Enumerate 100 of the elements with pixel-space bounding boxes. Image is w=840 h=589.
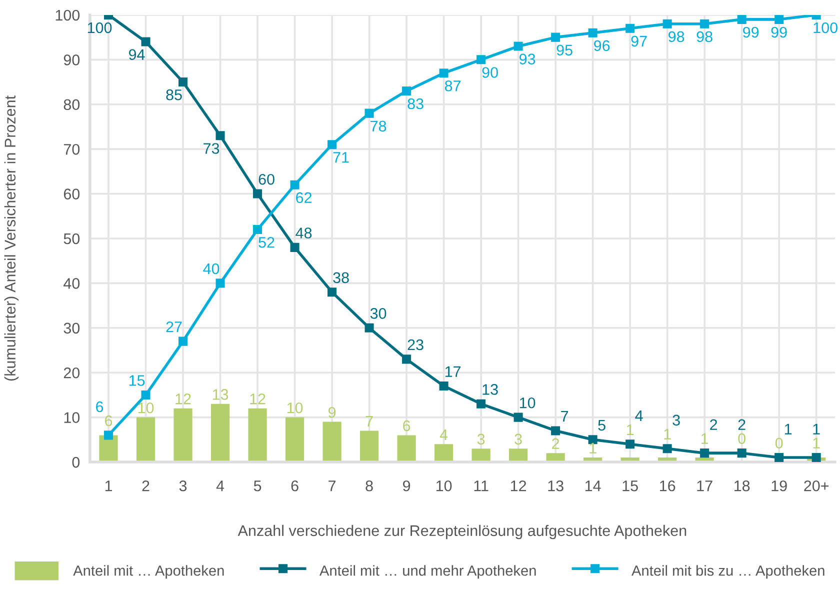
x-axis-title: Anzahl verschiedene zur Rezepteinlösung aufgesuchte Apotheken (238, 524, 686, 540)
data-label: 1 (813, 424, 820, 434)
data-label: 27 (166, 321, 182, 332)
data-label: 83 (408, 98, 424, 110)
point (700, 19, 710, 28)
data-label: 6 (105, 415, 112, 426)
x-tick-label: 7 (328, 480, 336, 492)
data-label: 1 (590, 442, 596, 454)
data-label: 1 (626, 424, 634, 435)
point (216, 278, 225, 288)
data-label: 17 (445, 366, 461, 377)
data-label: 62 (296, 192, 312, 204)
data-label: 52 (258, 236, 274, 248)
point (216, 131, 225, 140)
data-label: 12 (250, 394, 266, 404)
data-label: 6 (96, 401, 104, 412)
data-label: 1 (701, 433, 708, 444)
point (514, 412, 523, 422)
legend-label: Anteil mit … und mehr Apotheken (320, 565, 536, 579)
point (290, 180, 300, 190)
data-label: 98 (696, 31, 712, 42)
bar (360, 430, 379, 462)
y-tick-label: 20 (64, 367, 80, 378)
data-label: 1 (813, 438, 820, 448)
point (662, 444, 672, 454)
data-label: 1 (784, 424, 792, 434)
point (439, 68, 448, 78)
data-label: 87 (444, 80, 461, 92)
bar (174, 408, 192, 462)
data-label: 99 (743, 26, 759, 38)
point (737, 448, 746, 458)
bar (210, 404, 230, 462)
data-label: 93 (520, 54, 536, 64)
data-label: 95 (556, 44, 572, 56)
x-tick-label: 10 (436, 480, 452, 492)
y-tick-label: 70 (64, 144, 80, 155)
data-label: 98 (668, 31, 684, 42)
bar (322, 422, 342, 462)
x-tick-label: 3 (179, 480, 187, 492)
y-tick-label: 80 (64, 99, 80, 110)
y-tick-label: 50 (64, 233, 80, 244)
point (178, 336, 188, 346)
data-label: 10 (520, 397, 536, 408)
point (104, 430, 114, 440)
data-label: 2 (710, 419, 718, 430)
bar (285, 417, 304, 462)
y-tick-label: 40 (64, 278, 80, 289)
point (626, 24, 635, 33)
data-label: 3 (672, 414, 680, 426)
y-axis-title: (kumulierter) Anteil Versicherter in Prozent (4, 96, 19, 381)
data-label: 13 (482, 384, 498, 395)
data-label: 0 (775, 438, 783, 449)
data-label: 7 (366, 416, 373, 427)
x-tick-label: 9 (403, 480, 410, 492)
data-label: 9 (328, 406, 336, 418)
data-label: 3 (477, 434, 485, 445)
point (774, 453, 784, 462)
point (737, 14, 746, 24)
data-label: 71 (333, 152, 349, 163)
data-label: 40 (203, 263, 220, 274)
point (439, 382, 448, 391)
x-tick-label: 19 (772, 480, 787, 492)
point (402, 354, 412, 364)
point (364, 323, 374, 332)
point (551, 32, 560, 42)
point (626, 440, 635, 449)
x-tick-label: 18 (734, 480, 750, 492)
x-tick-label: 2 (142, 480, 150, 492)
x-tick-label: 5 (254, 480, 262, 492)
data-label: 2 (738, 419, 746, 430)
point (476, 55, 486, 64)
data-label: 15 (129, 375, 145, 386)
data-label: 48 (296, 228, 312, 238)
point (328, 288, 337, 297)
data-label: 0 (738, 433, 746, 444)
data-label: 99 (771, 26, 787, 38)
data-label: 60 (258, 174, 274, 185)
data-label: 10 (287, 402, 303, 414)
legend-label: Anteil mit … Apotheken (73, 565, 224, 579)
point (141, 390, 150, 400)
x-tick-label: 20+ (804, 480, 829, 492)
x-tick-label: 13 (548, 480, 564, 492)
point (588, 28, 598, 38)
x-tick-label: 17 (697, 480, 712, 492)
y-tick-label: 0 (72, 456, 80, 468)
data-label: 3 (514, 434, 522, 445)
point (662, 19, 672, 28)
data-label: 2 (552, 438, 560, 449)
bar (136, 417, 156, 462)
data-label: 6 (403, 420, 410, 432)
x-tick-label: 12 (510, 480, 526, 492)
data-label: 73 (204, 143, 220, 154)
x-tick-label: 15 (622, 480, 638, 492)
point (328, 140, 337, 150)
data-label: 97 (631, 36, 647, 47)
y-tick-label: 100 (56, 10, 80, 21)
bar (472, 448, 490, 462)
point (700, 448, 710, 458)
point (141, 37, 150, 46)
data-label: 30 (370, 308, 386, 319)
